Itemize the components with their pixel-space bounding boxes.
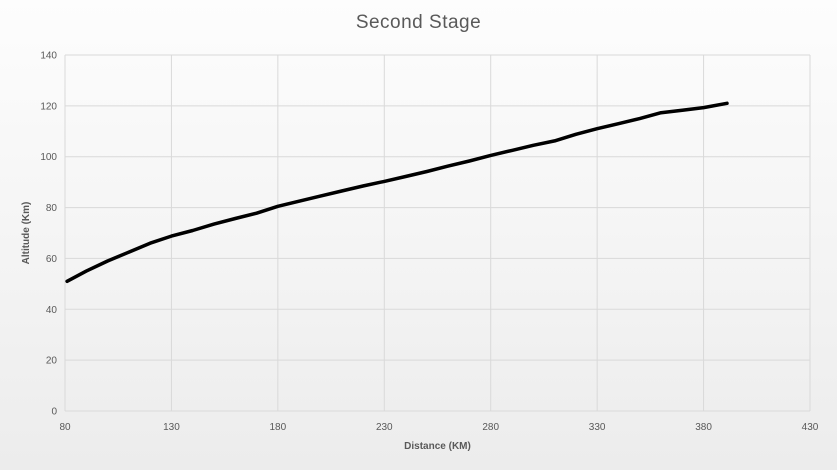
x-axis-ticks: 80 130 180 230 280 330 380 430 <box>59 422 818 433</box>
x-axis-title: Distance (KM) <box>404 441 471 452</box>
y-tick-label: 40 <box>46 305 58 316</box>
x-tick-label: 230 <box>376 422 393 433</box>
y-tick-label: 0 <box>51 407 57 418</box>
x-tick-label: 80 <box>59 422 71 433</box>
chart-title: Second Stage <box>355 12 482 33</box>
y-axis-title: Altitude (Km) <box>21 202 32 265</box>
y-axis-ticks: 0 20 40 60 80 100 120 140 <box>40 51 57 418</box>
y-tick-label: 140 <box>40 51 57 62</box>
y-tick-label: 120 <box>40 101 57 112</box>
series-line <box>65 101 729 284</box>
y-tick-label: 60 <box>46 254 58 265</box>
x-tick-label: 330 <box>589 422 606 433</box>
y-tick-label: 100 <box>40 152 57 163</box>
gridlines <box>64 54 811 412</box>
x-tick-label: 280 <box>482 422 499 433</box>
x-tick-label: 380 <box>695 422 712 433</box>
series-group <box>65 101 729 284</box>
y-tick-label: 80 <box>46 203 58 214</box>
x-tick-label: 180 <box>270 422 287 433</box>
y-tick-label: 20 <box>46 356 58 367</box>
x-tick-label: 430 <box>802 422 819 433</box>
x-tick-label: 130 <box>163 422 180 433</box>
